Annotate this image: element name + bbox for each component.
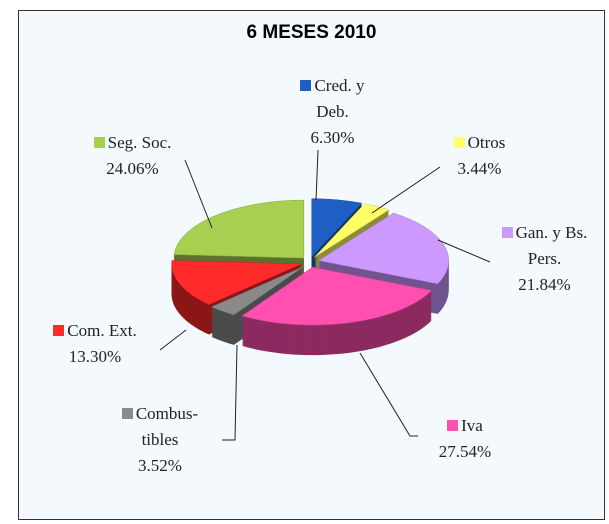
slice-top bbox=[173, 199, 305, 259]
category-label: Cred. y Deb. bbox=[314, 76, 365, 121]
data-label: Com. Ext. 13.30% bbox=[40, 318, 150, 370]
slice-top bbox=[318, 212, 449, 285]
category-label: Otros bbox=[467, 133, 506, 152]
leader-line bbox=[371, 166, 441, 214]
value-label: 21.84% bbox=[518, 275, 571, 294]
leader-line bbox=[159, 329, 187, 351]
slice-top bbox=[311, 198, 363, 258]
legend-swatch bbox=[453, 137, 465, 148]
slice bbox=[241, 266, 433, 356]
slice-top bbox=[210, 265, 305, 316]
value-label: 13.30% bbox=[68, 347, 122, 366]
category-label: Com. Ext. bbox=[67, 321, 137, 340]
data-label: Combus-tibles 3.52% bbox=[110, 401, 210, 479]
leader-line bbox=[437, 239, 491, 263]
data-label: Iva 27.54% bbox=[420, 413, 510, 465]
leader-line bbox=[315, 149, 319, 201]
leader-line bbox=[184, 159, 213, 229]
legend-swatch bbox=[121, 408, 133, 419]
slice-top bbox=[314, 203, 390, 258]
leader-line bbox=[359, 352, 418, 437]
chart-title: 6 MESES 2010 bbox=[246, 22, 377, 43]
category-label: Iva bbox=[461, 416, 483, 435]
data-label: Cred. y Deb. 6.30% bbox=[285, 73, 380, 151]
data-label: Gan. y Bs. Pers. 21.84% bbox=[492, 220, 597, 298]
legend-swatch bbox=[53, 325, 65, 336]
chart-frame bbox=[18, 10, 605, 520]
value-label: 24.06% bbox=[106, 159, 159, 178]
value-label: 3.52% bbox=[138, 456, 182, 475]
data-label: Otros 3.44% bbox=[432, 130, 527, 182]
legend-swatch bbox=[447, 420, 459, 431]
legend-swatch bbox=[93, 137, 105, 148]
category-label: Gan. y Bs. Pers. bbox=[515, 223, 588, 268]
category-label: Combus-tibles bbox=[135, 404, 199, 449]
slice-top bbox=[171, 260, 302, 305]
legend-swatch bbox=[300, 80, 312, 91]
slice-top bbox=[241, 266, 433, 326]
value-label: 3.44% bbox=[457, 159, 502, 178]
value-label: 6.30% bbox=[310, 128, 355, 147]
legend-swatch bbox=[501, 227, 513, 238]
category-label: Seg. Soc. bbox=[107, 133, 172, 152]
leader-line bbox=[222, 344, 238, 441]
data-label: Seg. Soc. 24.06% bbox=[75, 130, 190, 182]
value-label: 27.54% bbox=[438, 442, 492, 461]
